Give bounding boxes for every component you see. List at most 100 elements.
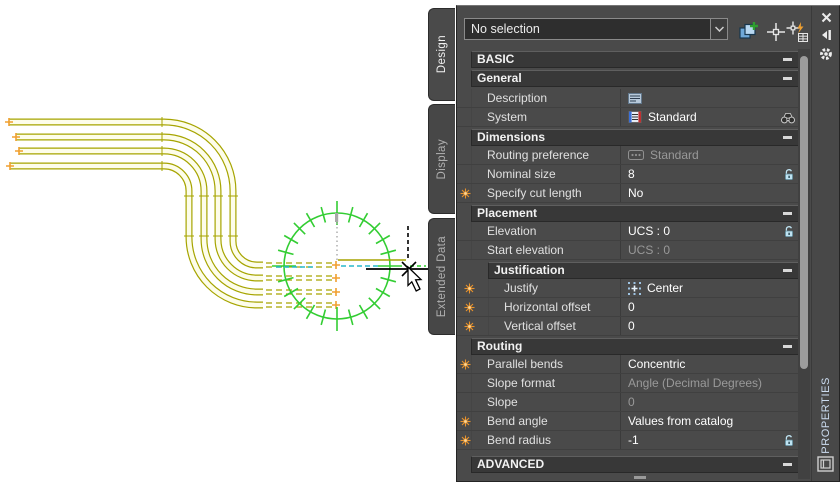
override-icon xyxy=(460,359,471,370)
palette-tabs: Design Display Extended Data xyxy=(428,5,456,482)
collapse-icon[interactable] xyxy=(783,57,792,61)
row-slope-format: Slope format Angle (Decimal Degrees) xyxy=(457,374,799,393)
tab-design[interactable]: Design xyxy=(428,8,455,101)
description-icon[interactable] xyxy=(628,92,642,104)
section-routing: Routing xyxy=(457,336,799,355)
property-label: Routing preference xyxy=(471,146,620,164)
override-icon xyxy=(460,435,471,446)
section-advanced: ADVANCED xyxy=(457,454,799,473)
selection-value[interactable]: No selection xyxy=(471,22,540,36)
collapse-icon[interactable] xyxy=(783,76,792,80)
override-icon xyxy=(460,416,471,427)
scrollbar-thumb[interactable] xyxy=(800,56,808,369)
palette-titlebar[interactable]: PROPERTIES xyxy=(811,6,839,481)
row-nominal-size: Nominal size 8 xyxy=(457,165,799,184)
property-value: 0 xyxy=(620,393,799,411)
collapse-icon[interactable] xyxy=(783,344,792,348)
collapse-icon[interactable] xyxy=(783,135,792,139)
select-objects-button[interactable] xyxy=(764,20,788,44)
property-value: Standard xyxy=(620,146,799,164)
property-value[interactable]: Center xyxy=(620,279,799,297)
row-system: System Standard xyxy=(457,108,799,127)
lock-icon[interactable] xyxy=(783,168,795,181)
row-parallel-bends: Parallel bends Concentric xyxy=(457,355,799,374)
palette-title[interactable]: PROPERTIES xyxy=(819,377,832,454)
routing-preference-icon xyxy=(628,150,644,160)
toggle-pickadd-button[interactable] xyxy=(736,20,760,44)
palette-properties-button[interactable] xyxy=(817,456,834,477)
collapse-icon[interactable] xyxy=(783,268,792,272)
selection-dropdown[interactable]: No selection xyxy=(464,18,728,40)
row-vertical-offset: Vertical offset 0 xyxy=(457,317,799,336)
chevron-down-icon xyxy=(714,26,724,32)
property-value[interactable]: 0 xyxy=(620,317,799,335)
tab-extended-data[interactable]: Extended Data xyxy=(428,218,455,335)
partial-row-glyph xyxy=(634,476,646,479)
property-label: Slope format xyxy=(471,374,620,392)
gear-icon xyxy=(820,48,832,60)
property-label: Slope xyxy=(471,393,620,411)
dropdown-arrow-button[interactable] xyxy=(710,19,727,39)
compass-ticks xyxy=(272,201,402,331)
arrow-pointer xyxy=(407,265,423,292)
section-header[interactable]: Routing xyxy=(471,337,799,355)
auto-hide-button[interactable] xyxy=(819,28,833,42)
property-value[interactable]: -1 xyxy=(620,431,799,449)
property-label: System xyxy=(471,108,620,126)
partial-row xyxy=(457,473,799,481)
collapse-icon[interactable] xyxy=(783,211,792,215)
property-label: Horizontal offset xyxy=(488,298,620,316)
section-header[interactable]: Dimensions xyxy=(471,128,799,146)
section-title: Routing xyxy=(477,339,523,353)
row-slope: Slope 0 xyxy=(457,393,799,412)
conduit-run xyxy=(19,147,263,296)
property-value[interactable]: 0 xyxy=(620,298,799,316)
conduit-dashed[interactable] xyxy=(266,262,333,308)
justify-center-icon xyxy=(628,281,641,295)
lightning-glyph xyxy=(797,22,804,34)
binoculars-icon[interactable] xyxy=(781,112,795,124)
section-general: General xyxy=(457,68,799,87)
conduit-runs[interactable] xyxy=(5,117,340,309)
lock-icon[interactable] xyxy=(783,225,795,238)
property-value[interactable] xyxy=(620,89,799,107)
section-title: Dimensions xyxy=(477,130,546,144)
property-label: Specify cut length xyxy=(471,184,620,202)
quick-select-button[interactable] xyxy=(786,20,810,44)
property-label: Nominal size xyxy=(471,165,620,183)
property-value[interactable]: 8 xyxy=(620,165,799,183)
section-placement: Placement xyxy=(457,203,799,222)
override-icon xyxy=(464,283,475,294)
subsection-justification: Justification xyxy=(457,260,799,279)
lock-icon[interactable] xyxy=(783,434,795,447)
close-button[interactable] xyxy=(819,10,833,24)
subsection-header[interactable]: Justification xyxy=(488,261,799,279)
property-value[interactable]: No xyxy=(620,184,799,202)
property-label: Justify xyxy=(488,279,620,297)
palette-menu-button[interactable] xyxy=(819,47,833,61)
tab-display-label: Display xyxy=(436,138,448,180)
auto-hide-icon xyxy=(822,30,831,40)
row-justify: Justify Center xyxy=(457,279,799,298)
row-routing-preference: Routing preference Standard xyxy=(457,146,799,165)
property-value[interactable]: Concentric xyxy=(620,355,799,373)
section-header[interactable]: General xyxy=(471,69,799,87)
property-label: Start elevation xyxy=(471,241,620,259)
section-header[interactable]: Placement xyxy=(471,204,799,222)
property-value[interactable]: Values from catalog xyxy=(620,412,799,430)
row-description: Description xyxy=(457,89,799,108)
row-bend-angle: Bend angle Values from catalog xyxy=(457,412,799,431)
row-elevation: Elevation UCS : 0 xyxy=(457,222,799,241)
property-value[interactable]: Standard xyxy=(620,108,799,126)
property-value: UCS : 0 xyxy=(620,241,799,259)
row-horizontal-offset: Horizontal offset 0 xyxy=(457,298,799,317)
palette-window-icon xyxy=(817,456,834,472)
property-value[interactable]: UCS : 0 xyxy=(620,222,799,240)
section-header[interactable]: ADVANCED xyxy=(471,455,799,473)
tab-display[interactable]: Display xyxy=(428,104,455,214)
section-header[interactable]: BASIC xyxy=(471,50,799,68)
collapse-icon[interactable] xyxy=(783,462,792,466)
section-basic: BASIC xyxy=(457,49,799,68)
section-title: Placement xyxy=(477,206,538,220)
